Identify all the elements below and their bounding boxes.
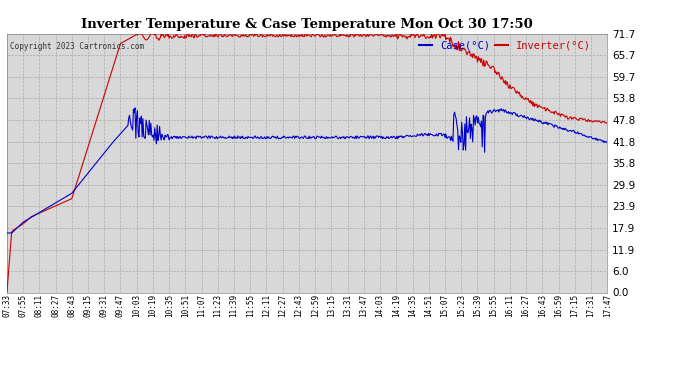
Title: Inverter Temperature & Case Temperature Mon Oct 30 17:50: Inverter Temperature & Case Temperature … bbox=[81, 18, 533, 31]
Text: Copyright 2023 Cartronics.com: Copyright 2023 Cartronics.com bbox=[10, 42, 144, 51]
Legend: Case(°C), Inverter(°C): Case(°C), Inverter(°C) bbox=[415, 36, 595, 55]
